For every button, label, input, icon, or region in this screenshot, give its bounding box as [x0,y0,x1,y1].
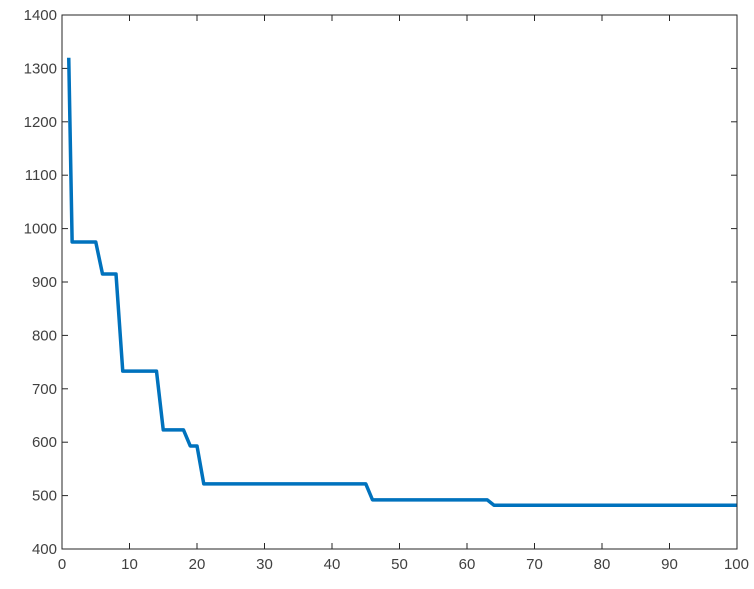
y-tick-label: 500 [32,488,57,505]
x-tick-label: 100 [724,556,749,573]
y-tick-label: 700 [32,381,57,398]
x-tick-label: 40 [324,556,341,573]
x-tick-label: 10 [121,556,138,573]
x-tick-label: 30 [256,556,273,573]
y-tick-label: 1200 [24,114,57,131]
y-tick-label: 1300 [24,60,57,77]
plot-frame [61,14,738,550]
y-tick-label: 800 [32,327,57,344]
y-tick-label: 600 [32,434,57,451]
x-axis-tick-labels: 0 10 20 30 40 50 60 70 80 90 100 [58,556,749,573]
y-tick-label: 1400 [24,7,57,24]
x-tick-label: 0 [58,556,66,573]
x-tick-label: 80 [594,556,611,573]
y-tick-label: 900 [32,274,57,291]
x-tick-label: 50 [391,556,408,573]
x-tick-label: 90 [661,556,678,573]
y-tick-label: 1000 [24,221,57,238]
x-axis-ticks [61,15,738,549]
x-tick-label: 20 [189,556,206,573]
x-tick-label: 70 [526,556,543,573]
series-layer [67,57,737,507]
x-tick-label: 60 [459,556,476,573]
y-tick-label: 1100 [25,167,57,184]
y-tick-label: 400 [32,541,57,558]
y-axis-tick-labels: 400 500 600 700 800 900 1000 1100 1200 1300 1400 [24,7,57,558]
y-axis-ticks [62,14,737,550]
series-line-1 [67,57,737,507]
